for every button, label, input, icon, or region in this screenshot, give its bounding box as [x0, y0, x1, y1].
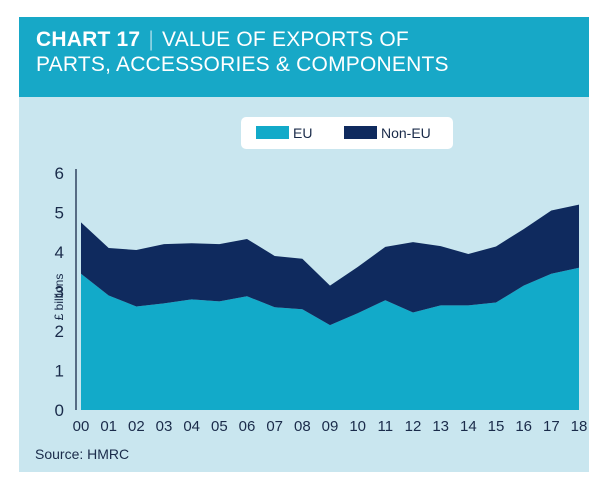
- series-area-eu: [81, 267, 579, 410]
- x-tick-label: 03: [156, 418, 173, 435]
- y-tick-label: 6: [55, 164, 64, 183]
- x-tick-label: 18: [571, 418, 588, 435]
- x-tick-label: 00: [73, 418, 90, 435]
- y-tick-label: 0: [55, 401, 64, 420]
- x-tick-label: 04: [183, 418, 200, 435]
- x-tick-label: 07: [266, 418, 283, 435]
- x-tick-label: 11: [378, 418, 394, 435]
- x-tick-label: 01: [100, 418, 117, 435]
- y-axis-title: £ billions: [52, 274, 66, 321]
- x-tick-label: 10: [349, 418, 366, 435]
- chart-title: CHART 17 | VALUE OF EXPORTS OF PARTS, AC…: [36, 27, 576, 77]
- title-line-2: PARTS, ACCESSORIES & COMPONENTS: [36, 53, 449, 76]
- chart-number: CHART 17: [36, 28, 141, 51]
- legend-swatch-eu: [256, 126, 289, 139]
- legend-label-non-eu: Non-EU: [381, 125, 431, 141]
- chart-card: CHART 17 | VALUE OF EXPORTS OF PARTS, AC…: [19, 17, 589, 472]
- x-tick-label: 06: [239, 418, 256, 435]
- y-tick-label: 3: [55, 283, 64, 302]
- legend-swatch-non-eu: [344, 126, 377, 139]
- x-tick-label: 17: [543, 418, 560, 435]
- x-tick-label: 13: [432, 418, 449, 435]
- chart-header: CHART 17 | VALUE OF EXPORTS OF PARTS, AC…: [19, 17, 589, 97]
- x-tick-label: 12: [405, 418, 422, 435]
- x-tick-label: 08: [294, 418, 311, 435]
- source-note: Source: HMRC: [35, 446, 130, 462]
- title-separator: |: [148, 28, 154, 51]
- series-area-non-eu: [81, 204, 579, 326]
- y-tick-label: 4: [55, 243, 64, 262]
- x-tick-label: 05: [211, 418, 228, 435]
- x-tick-label: 14: [460, 418, 477, 435]
- x-tick-label: 15: [488, 418, 505, 435]
- title-line-1: VALUE OF EXPORTS OF: [162, 28, 409, 51]
- x-tick-label: 09: [322, 418, 339, 435]
- legend: EU Non-EU: [241, 117, 453, 149]
- y-tick-label: 1: [55, 362, 64, 381]
- x-tick-label: 02: [128, 418, 145, 435]
- y-tick-label: 5: [55, 204, 64, 223]
- legend-label-eu: EU: [293, 125, 312, 141]
- x-tick-label: 16: [515, 418, 532, 435]
- y-tick-label: 2: [55, 322, 64, 341]
